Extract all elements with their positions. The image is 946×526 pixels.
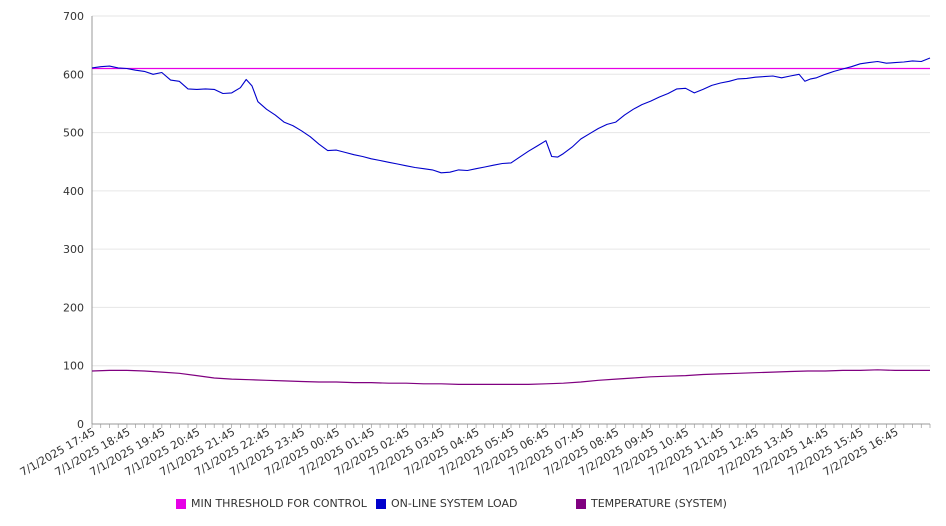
y-tick-label: 500	[63, 127, 84, 140]
legend-label-temperature: TEMPERATURE (SYSTEM)	[591, 497, 727, 510]
y-tick-label: 300	[63, 243, 84, 256]
y-tick-label: 100	[63, 360, 84, 373]
legend-swatch-temperature	[576, 498, 586, 509]
series-line-temperature	[91, 369, 930, 385]
legend-swatch-min-threshold	[176, 498, 186, 509]
legend-label-min-threshold: MIN THRESHOLD FOR CONTROL	[191, 497, 367, 510]
legend: MIN THRESHOLD FOR CONTROL ON-LINE SYSTEM…	[0, 497, 946, 517]
legend-item-temperature[interactable]: TEMPERATURE (SYSTEM)	[576, 497, 727, 510]
y-tick-label: 600	[63, 68, 84, 81]
legend-label-system-load: ON-LINE SYSTEM LOAD	[391, 497, 518, 510]
series-line-system-load	[91, 57, 931, 174]
y-tick-label: 200	[63, 301, 84, 314]
legend-swatch-system-load	[376, 498, 386, 509]
y-tick-label: 700	[63, 10, 84, 23]
legend-item-min-threshold[interactable]: MIN THRESHOLD FOR CONTROL	[176, 497, 367, 510]
legend-item-system-load[interactable]: ON-LINE SYSTEM LOAD	[376, 497, 517, 510]
y-tick-label: 400	[63, 185, 84, 198]
y-tick-label: 0	[77, 418, 84, 431]
